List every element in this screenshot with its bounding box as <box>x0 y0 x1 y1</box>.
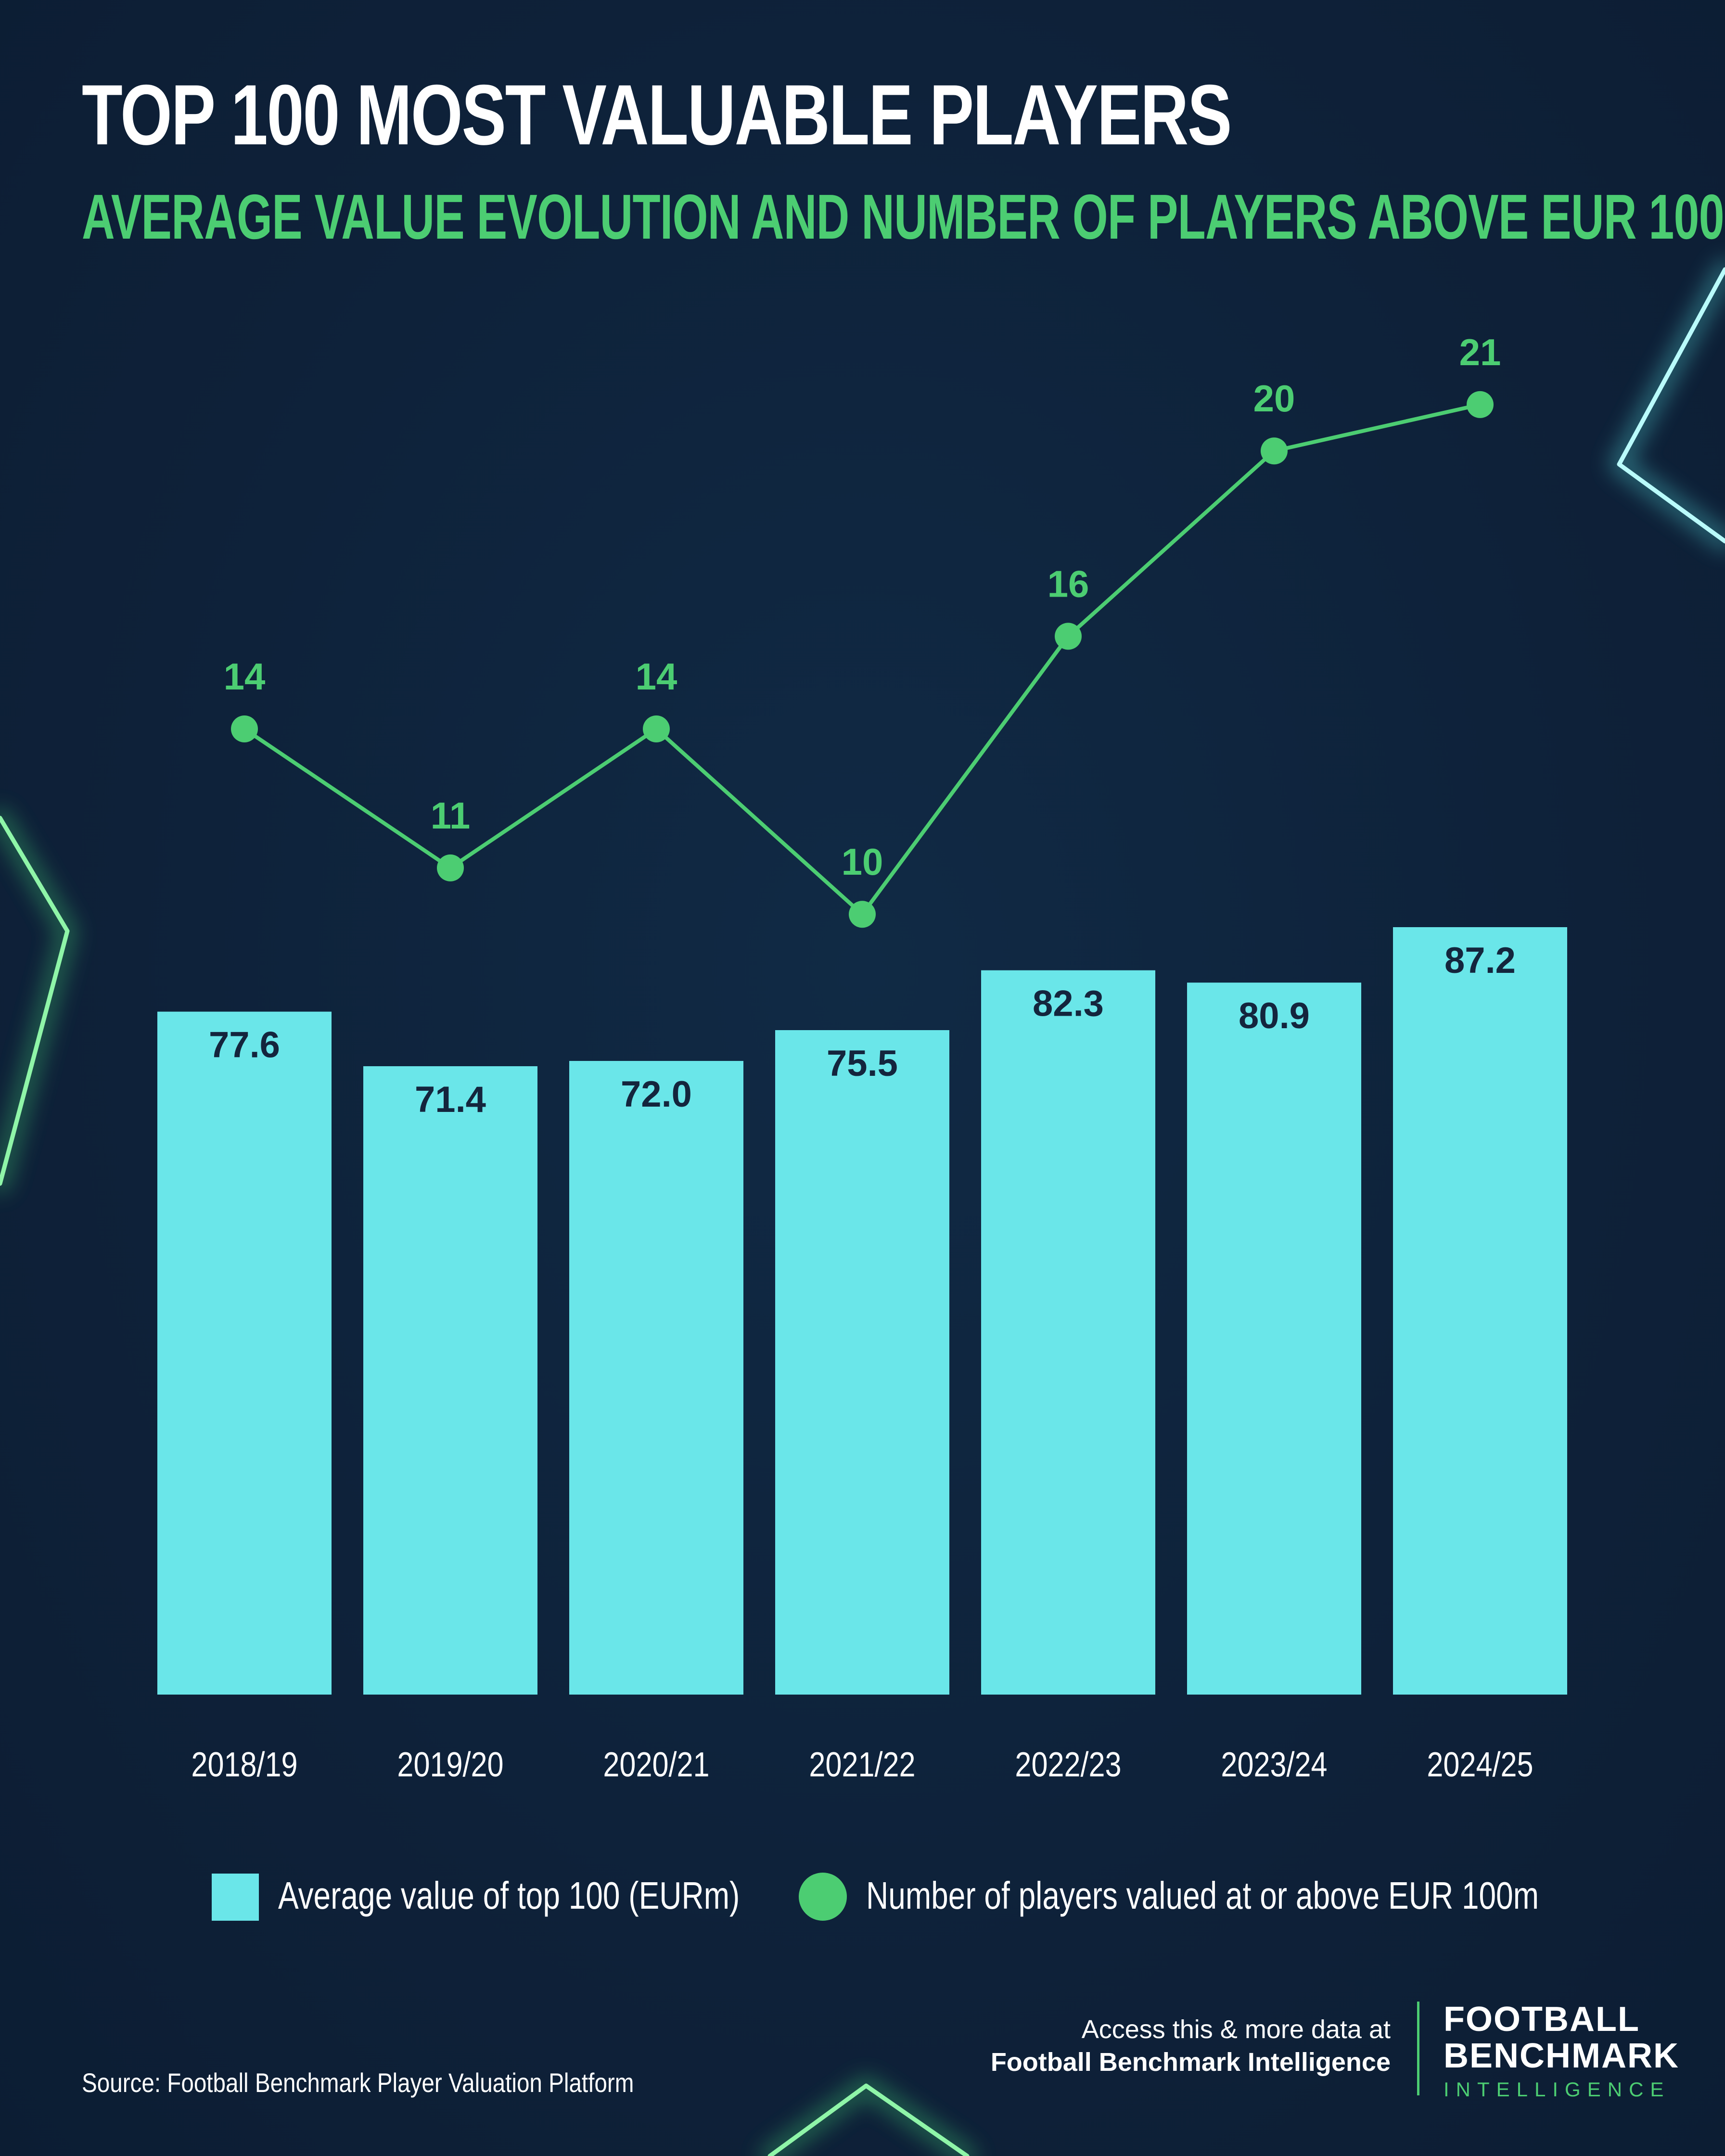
logo-line-3: INTELLIGENCE <box>1444 2078 1671 2101</box>
logo-line-2: BENCHMARK <box>1444 2036 1679 2075</box>
bar-value-label: 80.9 <box>1239 995 1310 1036</box>
bar-value-label: 77.6 <box>209 1025 280 1066</box>
legend-line-swatch <box>799 1873 847 1921</box>
bar-value-label: 72.0 <box>621 1074 692 1115</box>
line-value-label: 14 <box>636 655 677 698</box>
bar-2020-21 <box>569 1061 743 1695</box>
page-subtitle: AVERAGE VALUE EVOLUTION AND NUMBER OF PL… <box>82 181 1725 252</box>
line-point-2022-23 <box>1055 623 1082 650</box>
x-tick-label: 2023/24 <box>1221 1746 1327 1784</box>
cta-line-1: Access this & more data at <box>1081 2015 1391 2044</box>
source-note: Source: Football Benchmark Player Valuat… <box>82 2067 634 2098</box>
bar-2024-25 <box>1393 927 1567 1695</box>
line-point-2018-19 <box>231 715 258 742</box>
x-tick-label: 2021/22 <box>809 1746 915 1784</box>
x-tick-label: 2020/21 <box>603 1746 709 1784</box>
logo-line-1: FOOTBALL <box>1444 2000 1640 2039</box>
page-title: TOP 100 MOST VALUABLE PLAYERS <box>82 67 1232 163</box>
line-point-2023-24 <box>1261 437 1288 465</box>
line-series-players-above-100m <box>243 402 1481 917</box>
line-value-label: 16 <box>1048 562 1089 605</box>
chart-legend: Average value of top 100 (EURm) Number o… <box>0 1867 1725 1925</box>
legend-line-label: Number of players valued at or above EUR… <box>866 1874 1539 1917</box>
line-value-label: 10 <box>842 841 883 883</box>
line-point-2019-20 <box>437 854 464 881</box>
brand-logo: FOOTBALL BENCHMARK INTELLIGENCE <box>1444 2000 1679 2101</box>
line-value-label: 14 <box>224 655 266 698</box>
x-tick-label: 2024/25 <box>1427 1746 1533 1784</box>
bar-value-label: 82.3 <box>1033 983 1104 1024</box>
bar-value-label: 87.2 <box>1444 940 1516 981</box>
x-tick-label: 2018/19 <box>191 1746 297 1784</box>
bar-2018-19 <box>157 1011 332 1695</box>
bar-2021-22 <box>775 1030 949 1695</box>
line-point-2024-25 <box>1467 391 1494 418</box>
bar-2022-23 <box>981 970 1155 1695</box>
x-tick-label: 2022/23 <box>1015 1746 1121 1784</box>
legend-bar-swatch <box>212 1874 259 1921</box>
logo-divider <box>1417 2002 1419 2095</box>
bar-value-label: 71.4 <box>415 1079 486 1120</box>
bar-2023-24 <box>1187 982 1361 1695</box>
x-tick-label: 2019/20 <box>397 1746 503 1784</box>
legend-bar-label: Average value of top 100 (EURm) <box>278 1874 740 1917</box>
line-value-label: 11 <box>431 794 470 837</box>
line-value-label: 20 <box>1253 377 1295 420</box>
cta-text: Access this & more data at Football Benc… <box>991 2014 1391 2079</box>
cta-line-2[interactable]: Football Benchmark Intelligence <box>990 2047 1391 2077</box>
line-point-2020-21 <box>643 715 670 742</box>
line-point-2021-22 <box>849 901 876 928</box>
bar-value-label: 75.5 <box>827 1043 898 1084</box>
line-value-label: 21 <box>1459 331 1501 373</box>
bar-2019-20 <box>363 1066 537 1695</box>
